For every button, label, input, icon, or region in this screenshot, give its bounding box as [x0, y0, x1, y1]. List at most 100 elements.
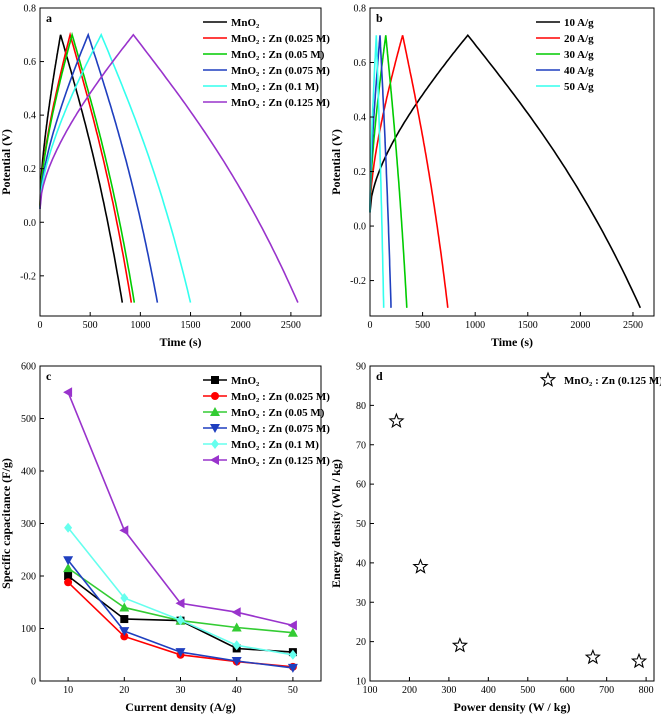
series-line	[369, 34, 642, 309]
y-tick-label: 0.8	[24, 4, 37, 15]
y-tick-label: 90	[356, 362, 366, 373]
data-point	[287, 620, 297, 631]
panel-label: d	[376, 369, 383, 383]
y-tick-label: 0.6	[354, 58, 367, 69]
y-axis-label: Specific capacitance (F/g)	[0, 458, 13, 589]
data-point	[451, 637, 469, 653]
legend-label: MnO₂ : Zn (0.1 M)	[231, 81, 319, 93]
y-tick-label: 400	[21, 467, 36, 478]
series-line	[39, 32, 192, 303]
x-tick-label: 1500	[181, 320, 201, 331]
legend-marker	[210, 407, 220, 416]
legend-marker	[210, 455, 219, 465]
y-tick-label: -0.2	[20, 271, 36, 282]
series-line	[39, 31, 136, 303]
chart-a	[39, 31, 299, 303]
panel-label: c	[46, 369, 52, 383]
legend-label: MnO₂	[231, 17, 260, 29]
series-line	[39, 33, 299, 303]
series-line	[369, 35, 392, 308]
x-tick-label: 300	[441, 685, 456, 696]
legend-label: MnO₂ : Zn (0.125 M)	[564, 375, 661, 387]
x-tick-label: 1000	[465, 320, 485, 331]
data-point	[175, 598, 185, 609]
legend-label: 40 A/g	[564, 65, 594, 77]
y-tick-label: 50	[356, 519, 366, 530]
data-point	[630, 652, 648, 669]
y-tick-label: 500	[21, 414, 36, 425]
y-tick-label: 0.6	[24, 57, 37, 68]
y-tick-label: 0.8	[354, 4, 367, 15]
x-tick-label: 1000	[130, 320, 150, 331]
data-point	[176, 615, 185, 626]
chart-c	[63, 387, 298, 673]
y-tick-label: 10	[356, 677, 366, 688]
y-tick-label: -0.2	[350, 276, 366, 287]
plot-frame-b	[369, 7, 655, 317]
y-tick-label: 40	[356, 558, 366, 569]
y-tick-label: 60	[356, 480, 366, 491]
legend-label: MnO₂ : Zn (0.05 M)	[231, 49, 325, 61]
x-tick-label: 500	[415, 320, 430, 331]
data-point	[175, 648, 186, 658]
y-tick-label: 0	[31, 677, 36, 688]
x-axis-label: Time (s)	[159, 335, 201, 349]
x-tick-label: 0	[38, 320, 43, 331]
y-tick-label: 100	[21, 624, 36, 635]
legend-marker	[211, 392, 219, 400]
x-tick-label: 2500	[623, 320, 643, 331]
legend-label: 30 A/g	[564, 49, 594, 61]
data-point	[119, 627, 130, 637]
x-tick-label: 400	[481, 685, 496, 696]
x-tick-label: 200	[402, 685, 417, 696]
legend-label: MnO₂ : Zn (0.075 M)	[231, 423, 330, 435]
x-tick-label: 10	[63, 685, 73, 696]
data-point	[388, 412, 405, 429]
x-tick-label: 2000	[231, 320, 251, 331]
data-point	[120, 615, 129, 624]
legend-label: MnO₂ : Zn (0.125 M)	[231, 455, 330, 467]
data-point	[63, 556, 74, 566]
data-point	[119, 602, 130, 612]
data-point	[63, 563, 74, 573]
data-point	[232, 640, 241, 651]
y-tick-label: 300	[21, 519, 36, 530]
series-line	[369, 35, 449, 308]
legend-label: 20 A/g	[564, 33, 594, 45]
y-tick-label: 600	[21, 362, 36, 373]
data-point	[64, 522, 73, 533]
panel-label: a	[46, 11, 52, 25]
y-tick-label: 0.0	[354, 222, 367, 233]
chart-b	[369, 34, 642, 309]
x-tick-label: 600	[560, 685, 575, 696]
chart-d	[388, 412, 648, 669]
x-axis-label: Time (s)	[491, 335, 533, 349]
legend-label: 50 A/g	[564, 81, 594, 93]
legend-marker	[210, 424, 220, 433]
legend-label: 10 A/g	[564, 17, 594, 29]
series-line	[39, 34, 124, 303]
x-axis-label: Current density (A/g)	[125, 700, 235, 714]
series-line	[39, 32, 159, 303]
x-tick-label: 40	[232, 685, 242, 696]
data-point	[120, 632, 129, 641]
x-axis-label: Power density (W / kg)	[454, 700, 571, 714]
legend-label: MnO₂	[231, 375, 260, 387]
x-tick-label: 1500	[518, 320, 538, 331]
data-point	[584, 648, 601, 665]
y-axis-label: Energy density (Wh / kg)	[329, 459, 343, 588]
data-point	[412, 558, 429, 574]
x-tick-label: 2500	[281, 320, 301, 331]
y-tick-label: 0.2	[354, 167, 367, 178]
legend-label: MnO₂ : Zn (0.05 M)	[231, 407, 325, 419]
y-tick-label: 70	[356, 440, 366, 451]
y-tick-label: 30	[356, 598, 366, 609]
data-point	[63, 387, 73, 398]
legend-marker	[539, 371, 557, 387]
legend-label: MnO₂ : Zn (0.1 M)	[231, 439, 319, 451]
y-axis-label: Potential (V)	[329, 129, 343, 195]
legend-marker	[211, 439, 219, 449]
legend-marker	[211, 376, 219, 384]
data-point	[231, 657, 242, 667]
data-point	[120, 593, 129, 604]
